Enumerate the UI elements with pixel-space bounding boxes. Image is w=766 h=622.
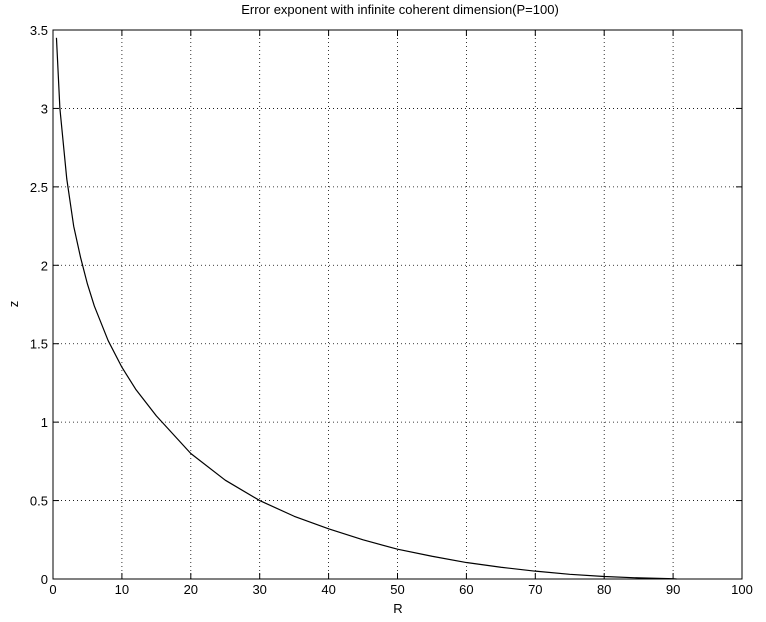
x-axis-label: R — [393, 601, 402, 616]
plot-area-frame — [52, 29, 743, 580]
x-tick-label: 100 — [731, 582, 753, 597]
x-tick-label: 50 — [390, 582, 404, 597]
x-tick-label: 0 — [49, 582, 56, 597]
x-tick-label: 90 — [666, 582, 680, 597]
chart-title: Error exponent with infinite coherent di… — [241, 2, 559, 17]
grid — [53, 30, 742, 579]
y-tick-label: 2.5 — [30, 180, 48, 195]
y-tick-label: 0 — [41, 572, 48, 587]
y-tick-label: 3.5 — [30, 23, 48, 38]
x-tick-label: 30 — [252, 582, 266, 597]
y-tick-label: 1 — [41, 415, 48, 430]
x-tick-label: 70 — [528, 582, 542, 597]
axis-ticks: 0 10 20 30 40 50 60 70 80 90 100 0 0.5 1 1.5 2 2.5 3 3.5 — [30, 23, 753, 597]
y-tick-label: 3 — [41, 101, 48, 116]
series-layer — [55, 37, 677, 580]
y-axis-label: z — [6, 301, 21, 308]
x-tick-label: 60 — [459, 582, 473, 597]
x-tick-label: 40 — [321, 582, 335, 597]
x-tick-label: 10 — [115, 582, 129, 597]
y-tick-label: 0.5 — [30, 494, 48, 509]
series-line — [55, 37, 677, 580]
x-tick-label: 20 — [184, 582, 198, 597]
y-tick-label: 1.5 — [30, 337, 48, 352]
y-tick-label: 2 — [41, 258, 48, 273]
x-tick-label: 80 — [597, 582, 611, 597]
